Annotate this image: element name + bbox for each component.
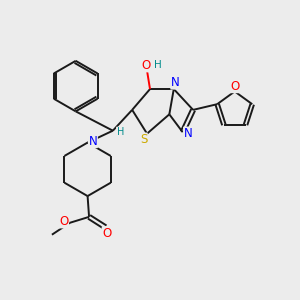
Text: O: O — [141, 59, 150, 72]
Text: N: N — [171, 76, 180, 89]
Text: O: O — [102, 227, 112, 240]
Text: N: N — [88, 135, 97, 148]
Text: N: N — [184, 127, 192, 140]
Text: H: H — [154, 60, 161, 70]
Text: O: O — [230, 80, 239, 93]
Text: H: H — [117, 127, 124, 137]
Text: S: S — [140, 133, 147, 146]
Text: O: O — [59, 215, 68, 228]
